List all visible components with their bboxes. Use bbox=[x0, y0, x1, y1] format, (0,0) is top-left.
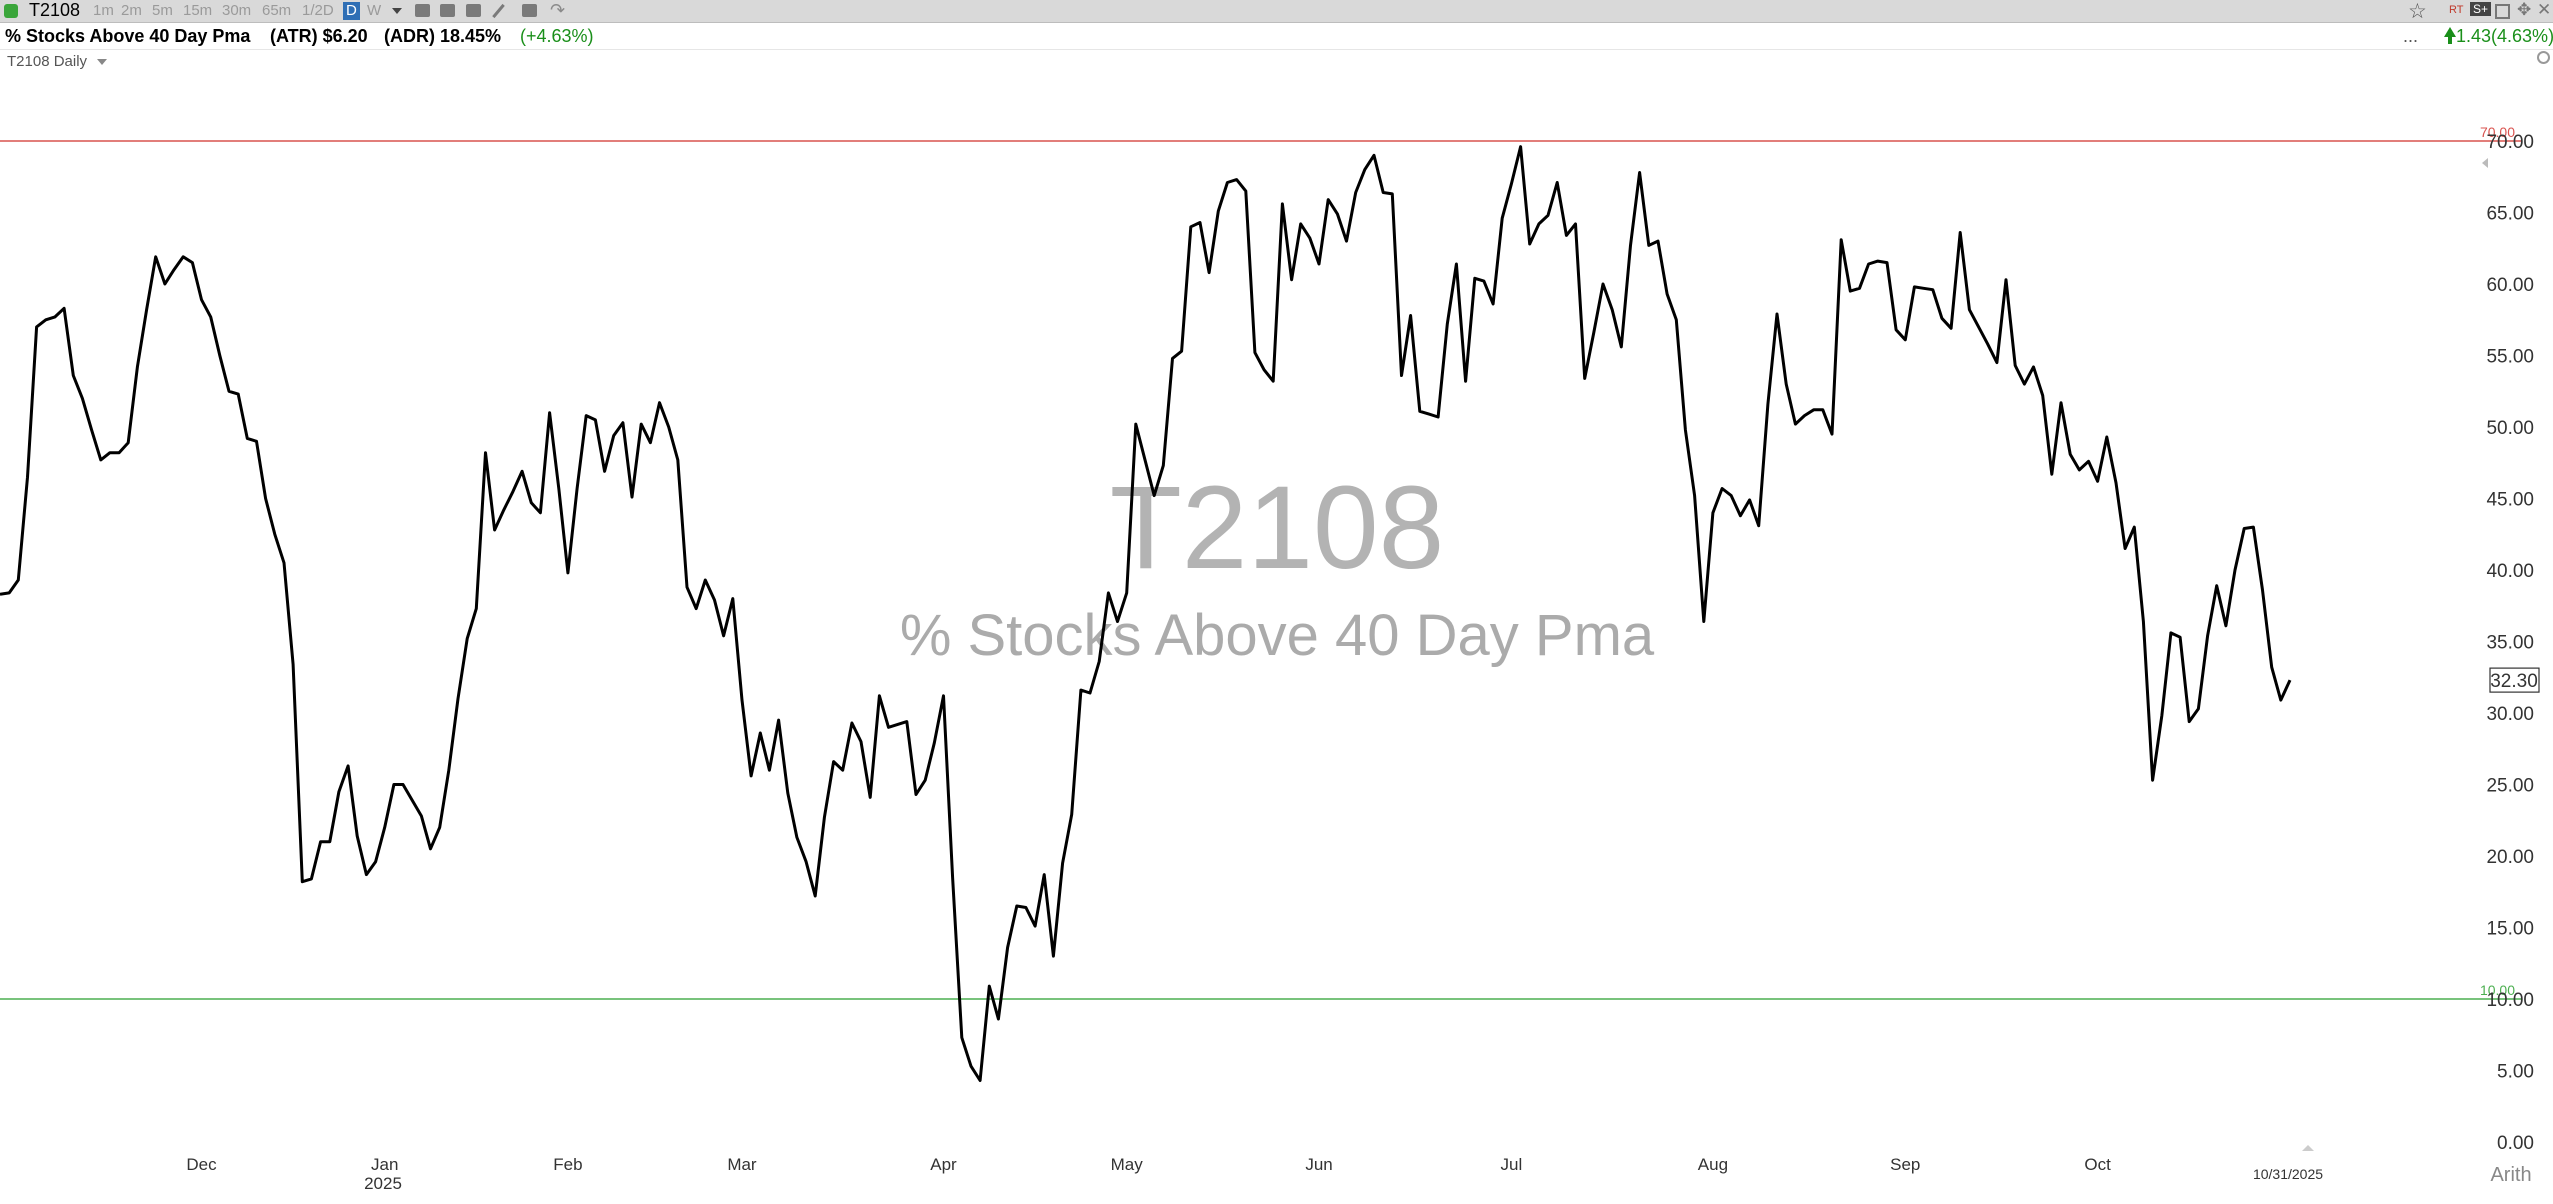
chart-menu-dropdown-icon[interactable] bbox=[97, 59, 108, 66]
text-tool-icon[interactable] bbox=[415, 4, 430, 17]
timeframe-15m[interactable]: 15m bbox=[183, 2, 213, 19]
timeframe-65m[interactable]: 65m bbox=[262, 2, 292, 19]
x-tick-label-feb: Feb bbox=[553, 1155, 582, 1174]
timeframe-5m[interactable]: 5m bbox=[152, 2, 173, 19]
x-tick-label-aug: Aug bbox=[1698, 1155, 1728, 1174]
y-tick-label: 50.00 bbox=[2486, 418, 2534, 439]
change-value-right: 1.43(4.63%) bbox=[2456, 26, 2553, 46]
scroll-up-arrow-icon[interactable] bbox=[2482, 158, 2488, 168]
y-tick-label: 5.00 bbox=[2497, 1062, 2534, 1083]
timeframe-2m[interactable]: 2m bbox=[121, 2, 142, 19]
scale-mode-label[interactable]: Arith bbox=[2490, 1164, 2531, 1186]
chart-label-text: T2108 Daily bbox=[7, 53, 88, 70]
y-tick-label: 65.00 bbox=[2486, 204, 2534, 225]
info-bar: % Stocks Above 40 Day Pma (ATR) $6.20 (A… bbox=[0, 23, 2553, 50]
price-series-line bbox=[0, 145, 2292, 1082]
bar-style-icon[interactable] bbox=[440, 4, 455, 17]
y-tick-label: 70.00 bbox=[2486, 132, 2534, 153]
timeframe-weekly[interactable]: W bbox=[367, 2, 382, 19]
atr-value: (ATR) $6.20 bbox=[270, 26, 368, 46]
toolbar: T2108 1m 2m 5m 15m 30m 65m 1/2D D W ↷ ☆ … bbox=[0, 0, 2553, 23]
y-tick-label: 35.00 bbox=[2486, 633, 2534, 654]
timeframe-daily[interactable]: D bbox=[343, 2, 360, 20]
last-value-box bbox=[2489, 667, 2540, 693]
y-tick-label: 0.00 bbox=[2497, 1133, 2534, 1154]
up-arrow-icon bbox=[2444, 27, 2456, 37]
y-tick-label: 20.00 bbox=[2486, 847, 2534, 868]
realtime-badge: RT bbox=[2449, 4, 2464, 16]
x-tick-label-sep: Sep bbox=[1890, 1155, 1920, 1174]
watermark-subtitle: % Stocks Above 40 Day Pma bbox=[900, 603, 1655, 668]
last-value-label: 32.30 bbox=[2490, 671, 2538, 692]
symbol-field[interactable]: T2108 bbox=[29, 0, 81, 20]
chart-label[interactable]: T2108 Daily bbox=[7, 53, 108, 70]
x-tick-label-jul: Jul bbox=[1501, 1155, 1523, 1174]
y-tick-label: 60.00 bbox=[2486, 275, 2534, 296]
timeframe-30m[interactable]: 30m bbox=[222, 2, 252, 19]
x-tick-label-jun: Jun bbox=[1305, 1155, 1332, 1174]
adr-value: (ADR) 18.45% bbox=[384, 26, 502, 46]
y-tick-label: 25.00 bbox=[2486, 776, 2534, 797]
move-icon[interactable]: ✥ bbox=[2517, 0, 2532, 19]
splus-badge[interactable]: S+ bbox=[2470, 2, 2492, 16]
reference-line-label-70.00: 70.00 bbox=[2480, 124, 2515, 140]
favorite-star-icon[interactable]: ☆ bbox=[2408, 0, 2427, 23]
close-icon[interactable]: ✕ bbox=[2537, 0, 2552, 19]
timeframe-half-day[interactable]: 1/2D bbox=[302, 2, 334, 19]
security-name: % Stocks Above 40 Day Pma bbox=[5, 26, 251, 46]
y-tick-label: 40.00 bbox=[2486, 561, 2534, 582]
chart-settings-icon[interactable] bbox=[2537, 51, 2550, 64]
y-tick-label: 30.00 bbox=[2486, 704, 2534, 725]
change-percent: (+4.63%) bbox=[520, 26, 594, 46]
more-ellipsis[interactable]: ... bbox=[2403, 26, 2419, 46]
y-tick-label: 10.00 bbox=[2486, 990, 2534, 1011]
add-symbol-icon[interactable] bbox=[4, 4, 18, 18]
x-tick-label-mar: Mar bbox=[727, 1155, 757, 1174]
x-tick-label-may: May bbox=[1111, 1155, 1144, 1174]
watermark-title: T2108 bbox=[1110, 462, 1445, 594]
indicator-icon[interactable] bbox=[466, 4, 481, 17]
x-tick-label-jan: Jan bbox=[371, 1155, 398, 1174]
year-label: 2025 bbox=[364, 1174, 402, 1193]
share-icon[interactable]: ↷ bbox=[550, 0, 566, 20]
y-tick-label: 15.00 bbox=[2486, 919, 2534, 940]
y-tick-label: 45.00 bbox=[2486, 490, 2534, 511]
timeframe-dropdown-icon[interactable] bbox=[392, 8, 402, 14]
x-tick-label-dec: Dec bbox=[186, 1155, 217, 1174]
maximize-icon[interactable] bbox=[2495, 4, 2510, 19]
last-date-label: 10/31/2025 bbox=[2253, 1166, 2323, 1182]
y-tick-label: 55.00 bbox=[2486, 347, 2534, 368]
notes-icon[interactable] bbox=[522, 4, 537, 17]
up-arrow-stem bbox=[2448, 36, 2452, 44]
x-tick-label-apr: Apr bbox=[930, 1155, 957, 1174]
x-tick-label-oct: Oct bbox=[2084, 1155, 2111, 1174]
reference-line-label-10.00: 10.00 bbox=[2480, 982, 2515, 998]
scroll-end-icon[interactable] bbox=[2302, 1145, 2314, 1151]
timeframe-1m[interactable]: 1m bbox=[93, 2, 114, 19]
